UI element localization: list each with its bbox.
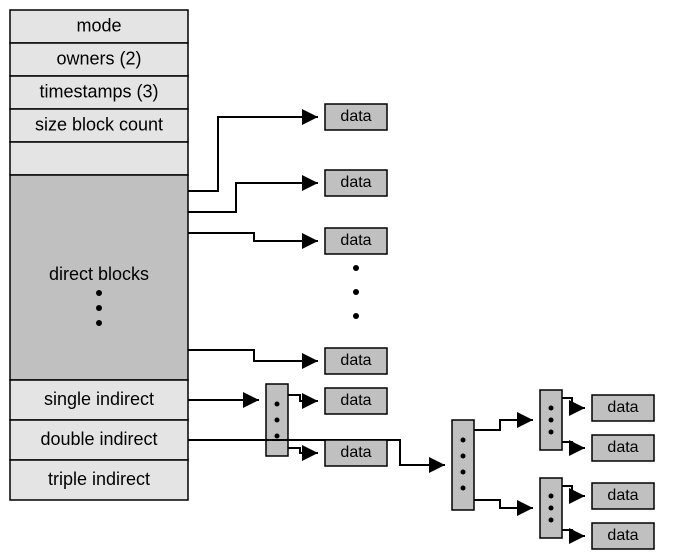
inode-label-sizeblock: size block count [35,114,163,134]
ellipsis-dot [96,320,102,326]
ellipsis-dot [353,265,359,271]
ellipsis-dot [549,418,554,423]
data-block-label: data [607,527,638,544]
ellipsis-dot [549,430,554,435]
inode-diagram: mode owners (2) timestamps (3) size block c… [0,0,683,553]
edge-p2-top [474,420,533,430]
edge-p4-top [562,486,585,496]
ellipsis-dot [461,470,466,475]
ellipsis-dot [96,290,102,296]
ellipsis-dot [549,506,554,511]
data-block-label: data [340,444,371,461]
edge-direct4 [188,350,318,361]
data-block-label: data [607,487,638,504]
ellipsis-dot [96,305,102,311]
edge-direct2 [188,183,318,212]
data-block-label: data [340,108,371,125]
data-block-label: data [340,174,371,191]
ellipsis-dot [275,418,280,423]
ellipsis-dot [461,438,466,443]
ellipsis-dot [461,454,466,459]
inode-label-owners: owners (2) [56,48,141,68]
ellipsis-dot [353,313,359,319]
edge-p2-bot [474,500,533,508]
data-block-label: data [607,399,638,416]
inode-label-direct: direct blocks [49,264,149,284]
edge-p1-bot [288,448,318,453]
inode-row-spacer [10,142,188,175]
ellipsis-dot [549,406,554,411]
ellipsis-dot [461,486,466,491]
inode-label-timestamps: timestamps (3) [39,81,158,101]
ellipsis-dot [275,434,280,439]
ellipsis-dot [549,494,554,499]
edge-direct1 [188,117,318,191]
edge-direct3 [188,233,318,241]
inode-label-mode: mode [76,15,121,35]
pointer-block-p2 [452,420,474,510]
edge-p3-bot [562,442,585,448]
inode-label-single: single indirect [44,389,154,409]
ellipsis-dot [549,518,554,523]
edge-p1-top [288,395,318,401]
edge-p4-bot [562,530,585,536]
inode-label-double: double indirect [40,429,157,449]
edge-p3-top [562,398,585,408]
data-block-label: data [340,392,371,409]
ellipsis-dot [353,289,359,295]
data-block-label: data [607,439,638,456]
inode-label-triple: triple indirect [48,469,150,489]
data-block-label: data [340,232,371,249]
data-block-label: data [340,352,371,369]
ellipsis-dot [275,402,280,407]
